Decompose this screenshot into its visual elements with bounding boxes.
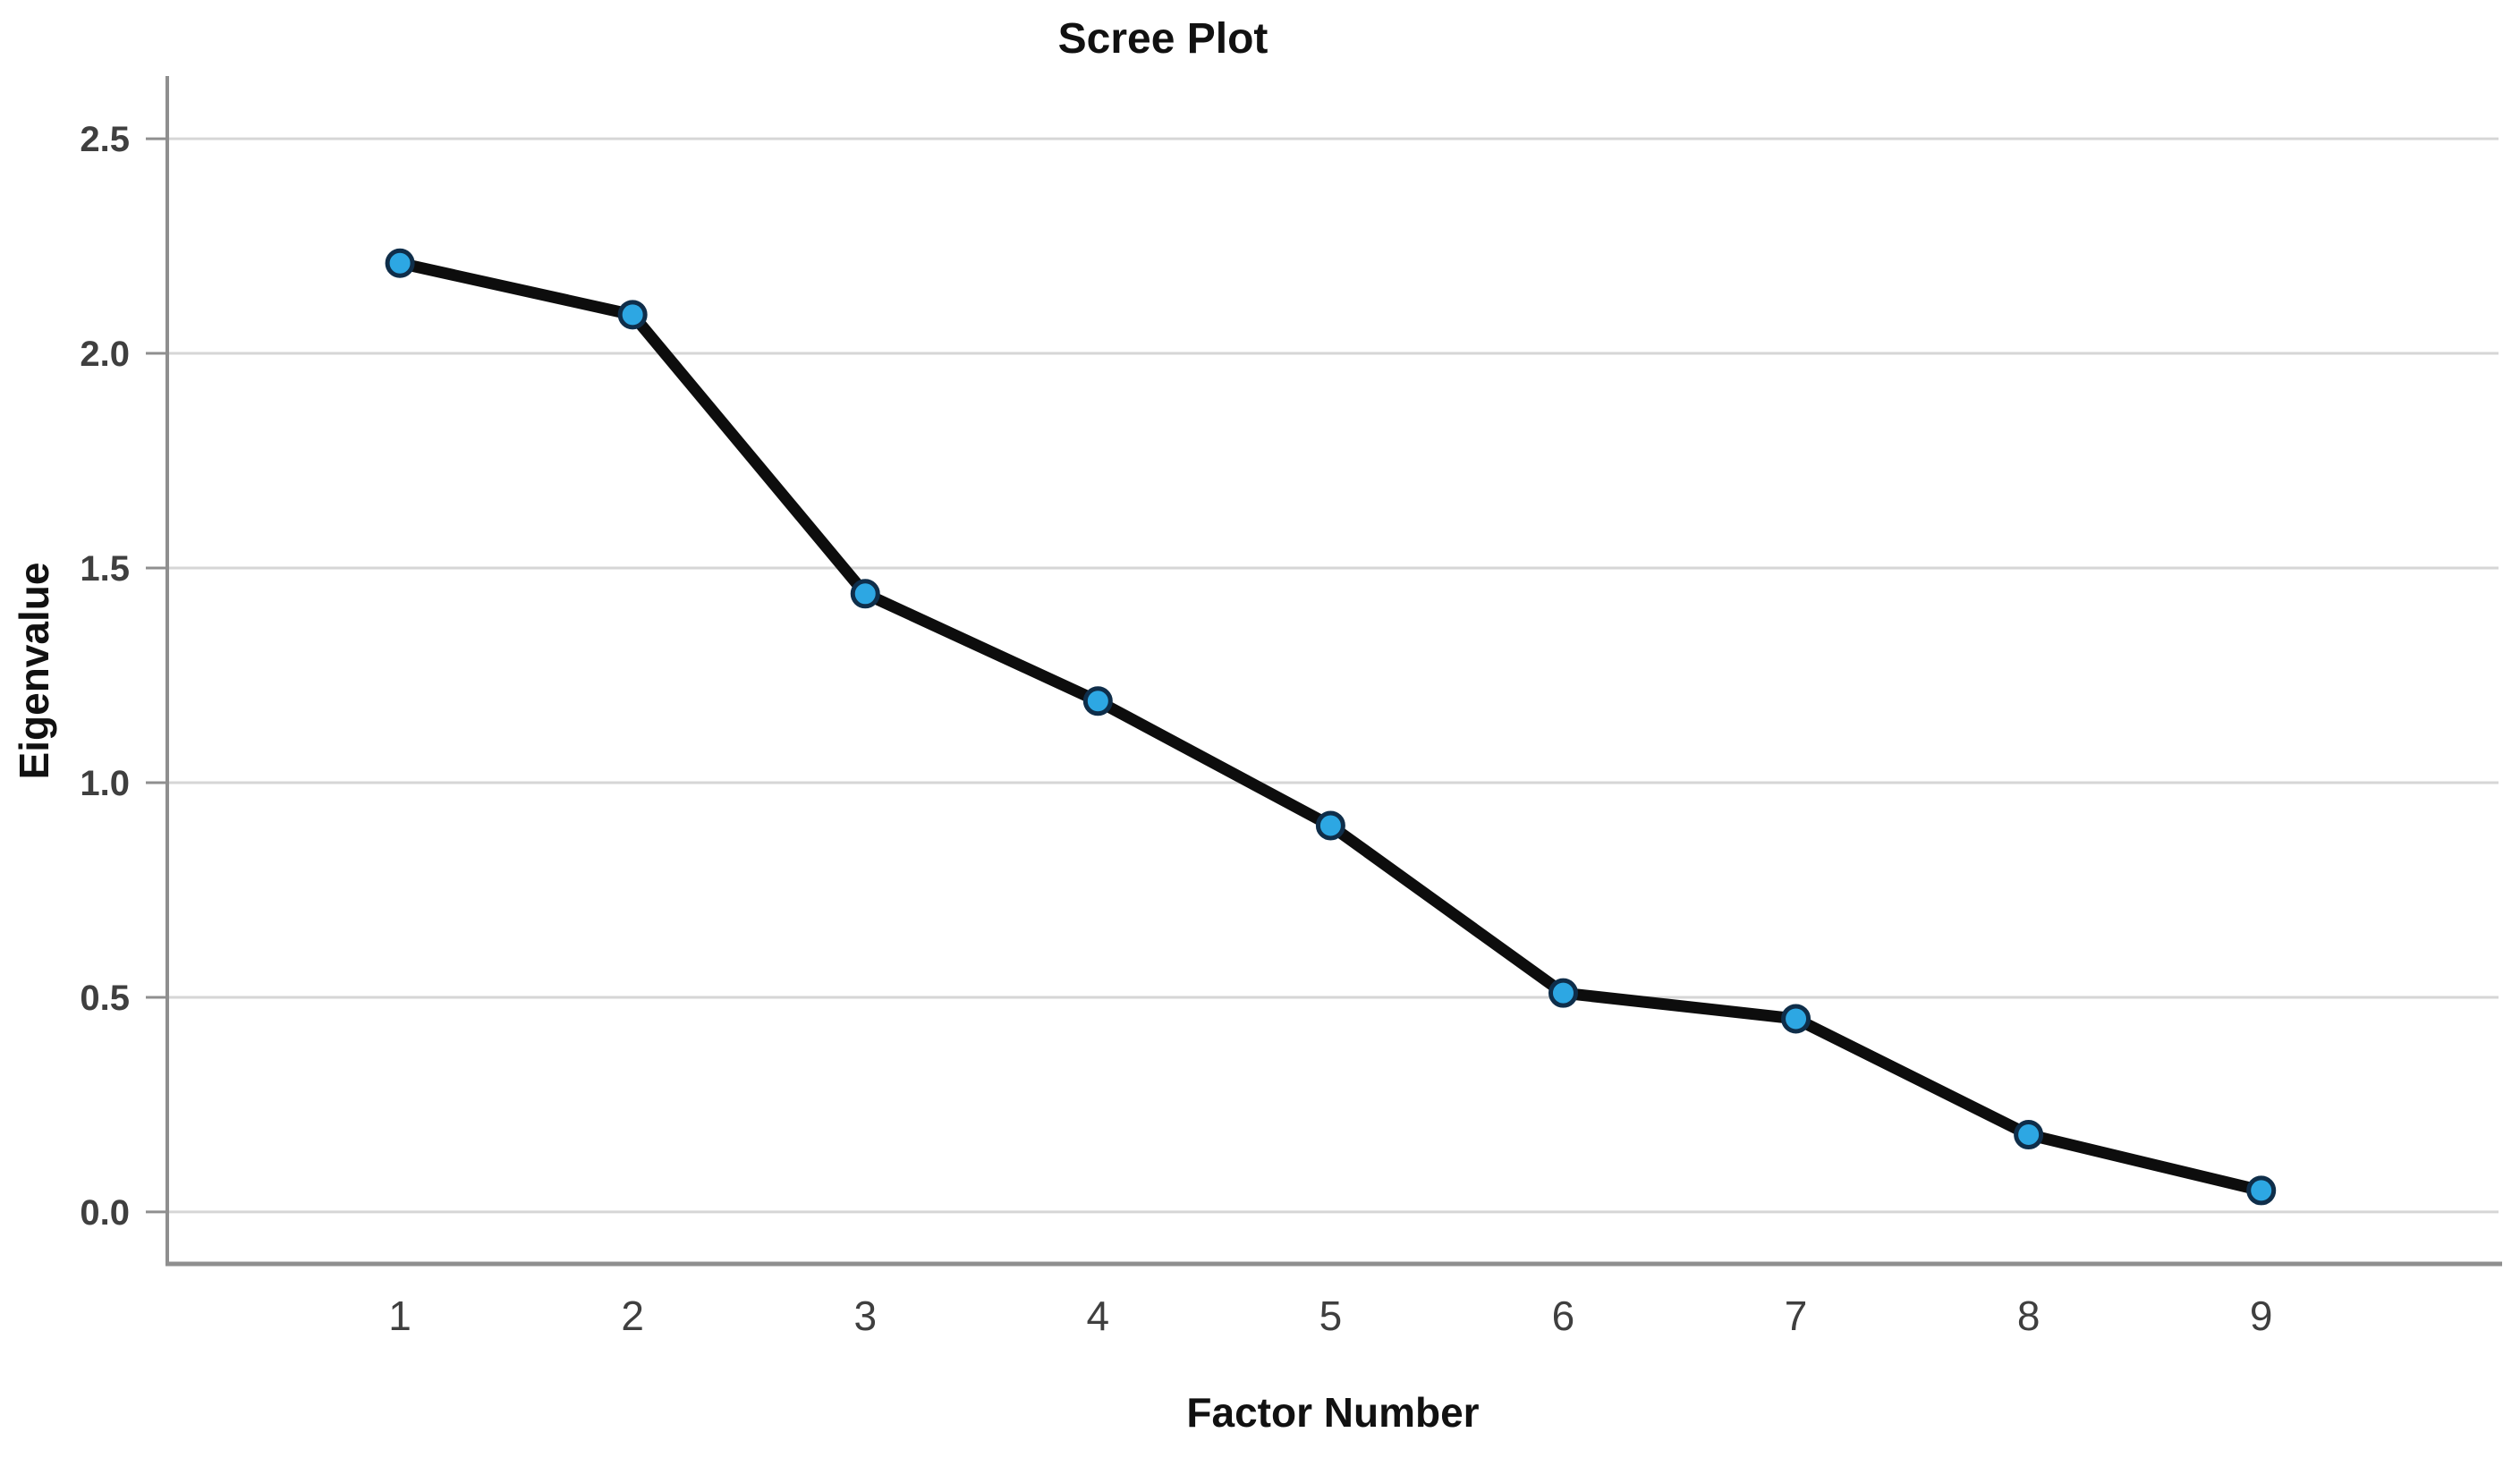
chart-title: Scree Plot — [1057, 15, 1268, 63]
x-tick-label: 7 — [1785, 1293, 1808, 1339]
data-point — [1781, 1004, 1812, 1034]
y-tick-label: 0.5 — [80, 979, 130, 1018]
x-tick-label: 9 — [2250, 1293, 2273, 1339]
x-tick-label: 1 — [388, 1293, 412, 1339]
y-tick-label: 0.0 — [80, 1193, 130, 1233]
y-tick-label: 2.5 — [80, 120, 130, 159]
x-tick-label: 6 — [1552, 1293, 1575, 1339]
data-point — [1548, 978, 1578, 1008]
data-point — [850, 579, 880, 609]
x-tick-label: 8 — [2017, 1293, 2041, 1339]
data-point — [1315, 810, 1345, 841]
x-tick-label: 5 — [1319, 1293, 1343, 1339]
data-point — [2246, 1175, 2277, 1206]
data-line — [394, 257, 2268, 1197]
data-point — [385, 248, 415, 278]
x-tick-label: 4 — [1087, 1293, 1110, 1339]
y-tick-label: 1.5 — [80, 549, 130, 589]
x-tick-label: 3 — [853, 1293, 877, 1339]
data-point — [2014, 1120, 2044, 1150]
data-point — [1082, 686, 1113, 716]
data-point — [617, 300, 648, 330]
x-axis-title: Factor Number — [1186, 1389, 1480, 1436]
x-tick-label: 2 — [621, 1293, 644, 1339]
y-tick-label: 1.0 — [80, 764, 130, 803]
y-tick-label: 2.0 — [80, 335, 130, 374]
